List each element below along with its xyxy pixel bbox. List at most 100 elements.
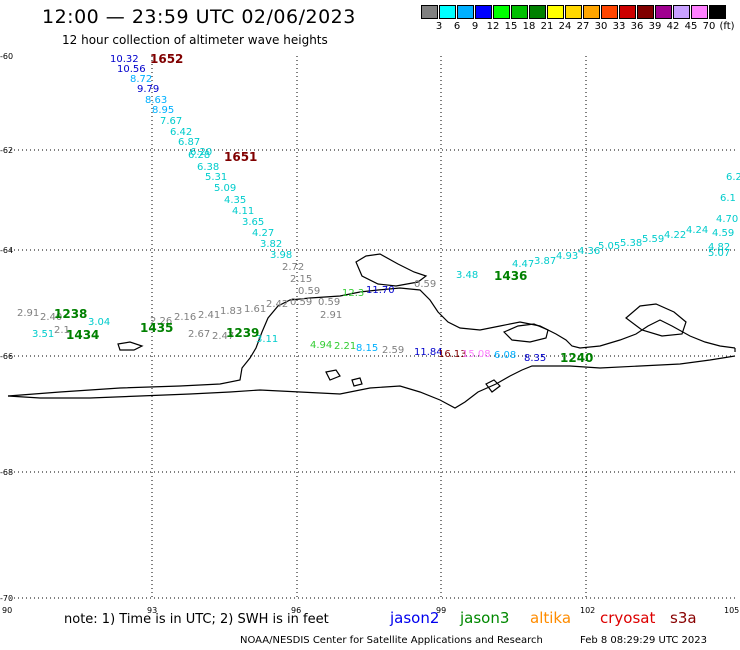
wave-height-label: 11.84 xyxy=(414,347,443,358)
wave-height-label: 5.05 xyxy=(598,241,620,252)
pass-time-label: 1239 xyxy=(226,326,259,340)
colorbar-swatch xyxy=(691,5,708,19)
wave-height-label: 5.31 xyxy=(205,172,227,183)
colorbar-swatch xyxy=(637,5,654,19)
wave-height-label: 11.70 xyxy=(366,285,395,296)
satellite-legend-jason2: jason2 xyxy=(390,609,440,627)
wave-height-label: 4.47 xyxy=(512,259,534,270)
colorbar-label: 21 xyxy=(540,21,554,32)
wave-height-label: 10.56 xyxy=(117,64,146,75)
wave-height-label: 9.79 xyxy=(137,84,159,95)
colorbar-swatch xyxy=(421,5,438,19)
colorbar-label: 27 xyxy=(576,21,590,32)
lon-label: 93 xyxy=(147,606,157,615)
pass-time-label: 1436 xyxy=(494,269,527,283)
wave-height-label: 3.98 xyxy=(270,250,292,261)
plot-frame xyxy=(7,53,737,603)
wave-height-label: 2.91 xyxy=(17,308,39,319)
wave-height-label: 15.08 xyxy=(462,349,491,360)
colorbar-swatch xyxy=(457,5,474,19)
wave-height-label: 2.16 xyxy=(174,312,196,323)
wave-height-label: 16.13 xyxy=(438,349,467,360)
credit-text: NOAA/NESDIS Center for Satellite Applica… xyxy=(240,635,543,646)
generated-timestamp: Feb 8 08:29:29 UTC 2023 xyxy=(580,635,707,646)
wave-height-label: 0.59 xyxy=(298,286,320,297)
wave-height-label: 2.67 xyxy=(188,329,210,340)
lat-label: -68 xyxy=(0,468,13,477)
wave-height-label: 5.07 xyxy=(708,248,730,259)
colorbar-label: 24 xyxy=(558,21,572,32)
wave-height-label: 8.35 xyxy=(524,353,546,364)
wave-height-label: 2.42 xyxy=(266,299,288,310)
colorbar-label: 15 xyxy=(504,21,518,32)
wave-height-label: 6.38 xyxy=(197,162,219,173)
colorbar-swatch xyxy=(565,5,582,19)
wave-height-label: 8.72 xyxy=(130,74,152,85)
colorbar-swatch xyxy=(673,5,690,19)
wave-height-label: 4.27 xyxy=(252,228,274,239)
wave-height-label: 6.20 xyxy=(190,147,212,158)
wave-height-label: 5.09 xyxy=(214,183,236,194)
wave-height-label: 2.72 xyxy=(282,262,304,273)
wave-height-label: 2.41 xyxy=(198,310,220,321)
wave-height-label: 4.59 xyxy=(712,228,734,239)
satellite-legend-cryosat: cryosat xyxy=(600,609,656,627)
wave-height-label: 1.61 xyxy=(244,304,266,315)
lon-label: 90 xyxy=(2,606,12,615)
coastline xyxy=(7,253,736,409)
colorbar-swatch xyxy=(493,5,510,19)
wave-height-label: 8.95 xyxy=(152,105,174,116)
longitude-labels: 90 93 96 99 102 105 xyxy=(2,606,739,615)
lon-label: 99 xyxy=(436,606,446,615)
wave-height-label: 5.59 xyxy=(642,234,664,245)
wave-height-label: 3.87 xyxy=(534,256,556,267)
colorbar-label: 45 xyxy=(684,21,698,32)
lat-label: -70 xyxy=(0,594,13,603)
colorbar-label: 33 xyxy=(612,21,626,32)
wave-height-label: 7.67 xyxy=(160,116,182,127)
colorbar-label: 39 xyxy=(648,21,662,32)
colorbar-swatch xyxy=(619,5,636,19)
wave-height-label: 3.65 xyxy=(242,217,264,228)
lon-label: 96 xyxy=(291,606,301,615)
colorbar-label: 36 xyxy=(630,21,644,32)
wave-height-label: 4.35 xyxy=(224,195,246,206)
colorbar-label: 6 xyxy=(453,21,461,32)
latitude-labels: -60 -62 -64 -66 -68 -70 xyxy=(0,52,13,603)
wave-height-label: 3.04 xyxy=(88,317,110,328)
pass-time-label: 1240 xyxy=(560,351,593,365)
satellite-legend-s3a: s3a xyxy=(670,609,697,627)
colorbar-swatch xyxy=(655,5,672,19)
wave-height-label: 6.1 xyxy=(720,193,736,204)
satellite-legend-altika: altika xyxy=(530,609,572,627)
lat-label: -62 xyxy=(0,146,13,155)
pass-time-label: 1238 xyxy=(54,307,87,321)
wave-height-label: 4.11 xyxy=(232,206,254,217)
wave-height-label: 3.82 xyxy=(260,239,282,250)
colorbar-label: 70 xyxy=(702,21,716,32)
pass-time-label: 1652 xyxy=(150,52,183,66)
wave-height-label: 6.2 xyxy=(726,172,740,183)
wave-height-label: 2.91 xyxy=(320,310,342,321)
lon-label: 102 xyxy=(580,606,595,615)
lat-label: -64 xyxy=(0,246,13,255)
wave-height-label: 2.59 xyxy=(382,345,404,356)
wave-height-label: 0.59 xyxy=(290,297,312,308)
wave-height-label: 2.21 xyxy=(334,341,356,352)
wave-height-label: 2.26 xyxy=(150,316,172,327)
wave-height-label: 2.47 xyxy=(212,331,234,342)
wave-height-label: 4.94 xyxy=(310,340,332,351)
pass-time-labels: 1652 1651 1238 1434 1435 1239 1436 1240 xyxy=(54,52,593,365)
wave-height-label: 3.11 xyxy=(256,334,278,345)
colorbar-label: 9 xyxy=(471,21,479,32)
wave-height-label: 4.70 xyxy=(716,214,738,225)
lat-label: -60 xyxy=(0,52,13,61)
wave-height-label: 10.32 xyxy=(110,54,139,65)
wave-height-label: 0.59 xyxy=(318,297,340,308)
pass-time-label: 1434 xyxy=(66,328,99,342)
colorbar-swatch xyxy=(601,5,618,19)
wave-height-label: 12.3 xyxy=(342,288,364,299)
map-subtitle: 12 hour collection of altimeter wave hei… xyxy=(62,33,328,47)
wave-height-label: 8.63 xyxy=(145,95,167,106)
